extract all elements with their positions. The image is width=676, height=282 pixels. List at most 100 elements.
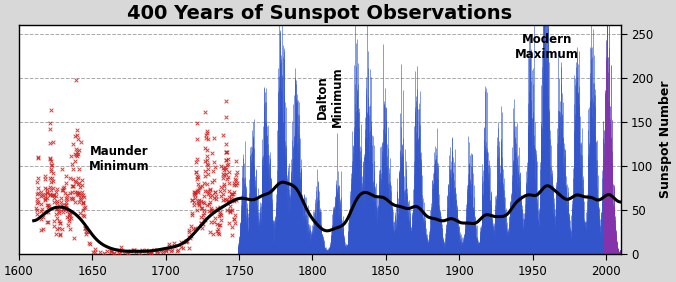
Point <box>46 176 57 180</box>
Point <box>71 78 82 82</box>
Point <box>181 239 192 244</box>
Point <box>224 169 235 174</box>
Point <box>212 229 222 234</box>
Point <box>212 208 222 212</box>
Point <box>51 207 62 211</box>
Point <box>195 221 206 225</box>
Point <box>64 214 74 219</box>
Point <box>45 180 56 184</box>
Point <box>114 250 124 255</box>
Point <box>51 212 62 216</box>
Point <box>65 212 76 217</box>
Point <box>172 248 183 253</box>
Point <box>203 137 214 141</box>
Point <box>120 249 130 254</box>
Point <box>226 192 237 197</box>
Point <box>47 179 58 183</box>
Point <box>175 244 186 249</box>
Point <box>56 203 67 207</box>
Point <box>65 190 76 195</box>
Point <box>220 149 231 154</box>
Point <box>224 204 235 209</box>
Point <box>209 178 220 182</box>
Point <box>220 172 231 177</box>
Point <box>35 194 46 199</box>
Point <box>225 195 236 200</box>
Point <box>206 220 216 225</box>
Point <box>78 213 89 218</box>
Point <box>187 210 197 215</box>
Point <box>32 154 43 159</box>
Point <box>60 207 71 212</box>
Point <box>66 184 77 188</box>
Point <box>106 250 117 255</box>
Point <box>61 195 72 200</box>
Point <box>71 190 82 194</box>
Point <box>187 212 198 217</box>
Text: Dalton
Minimum: Dalton Minimum <box>316 67 344 127</box>
Point <box>222 199 233 203</box>
Y-axis label: Sunspot Number: Sunspot Number <box>659 81 672 198</box>
Point <box>70 200 80 205</box>
Point <box>213 214 224 219</box>
Point <box>106 248 117 253</box>
Point <box>60 180 71 185</box>
Point <box>223 174 234 179</box>
Point <box>218 198 228 202</box>
Point <box>74 200 85 204</box>
Point <box>76 192 87 197</box>
Point <box>77 200 88 204</box>
Point <box>78 201 89 206</box>
Point <box>59 191 70 195</box>
Point <box>221 142 232 146</box>
Point <box>184 245 195 250</box>
Point <box>152 249 163 254</box>
Point <box>199 193 210 198</box>
Point <box>206 206 217 210</box>
Point <box>45 140 55 145</box>
Point <box>200 109 211 114</box>
Point <box>80 226 91 230</box>
Point <box>32 191 43 196</box>
Point <box>78 193 89 197</box>
Point <box>51 201 62 205</box>
Point <box>169 241 180 246</box>
Point <box>71 150 82 155</box>
Point <box>62 193 73 197</box>
Point <box>224 199 235 203</box>
Point <box>187 197 197 202</box>
Point <box>40 196 51 201</box>
Point <box>207 151 218 155</box>
Point <box>204 187 215 192</box>
Point <box>46 163 57 167</box>
Point <box>36 202 47 207</box>
Point <box>209 160 220 164</box>
Point <box>194 198 205 202</box>
Point <box>189 192 199 197</box>
Point <box>199 189 210 193</box>
Point <box>227 191 238 196</box>
Point <box>46 159 57 163</box>
Point <box>47 193 58 197</box>
Point <box>197 200 208 205</box>
Point <box>216 193 226 198</box>
Point <box>196 206 207 211</box>
Point <box>68 142 79 146</box>
Point <box>70 159 80 164</box>
Point <box>204 195 215 200</box>
Point <box>208 136 219 140</box>
Point <box>206 180 217 184</box>
Point <box>201 189 212 193</box>
Point <box>191 189 202 193</box>
Point <box>222 150 233 155</box>
Point <box>218 191 228 196</box>
Point <box>43 204 54 209</box>
Point <box>62 209 72 213</box>
Point <box>207 208 218 212</box>
Point <box>217 176 228 180</box>
Point <box>45 185 55 189</box>
Point <box>229 217 240 221</box>
Point <box>226 208 237 212</box>
Point <box>72 176 83 180</box>
Point <box>210 190 220 194</box>
